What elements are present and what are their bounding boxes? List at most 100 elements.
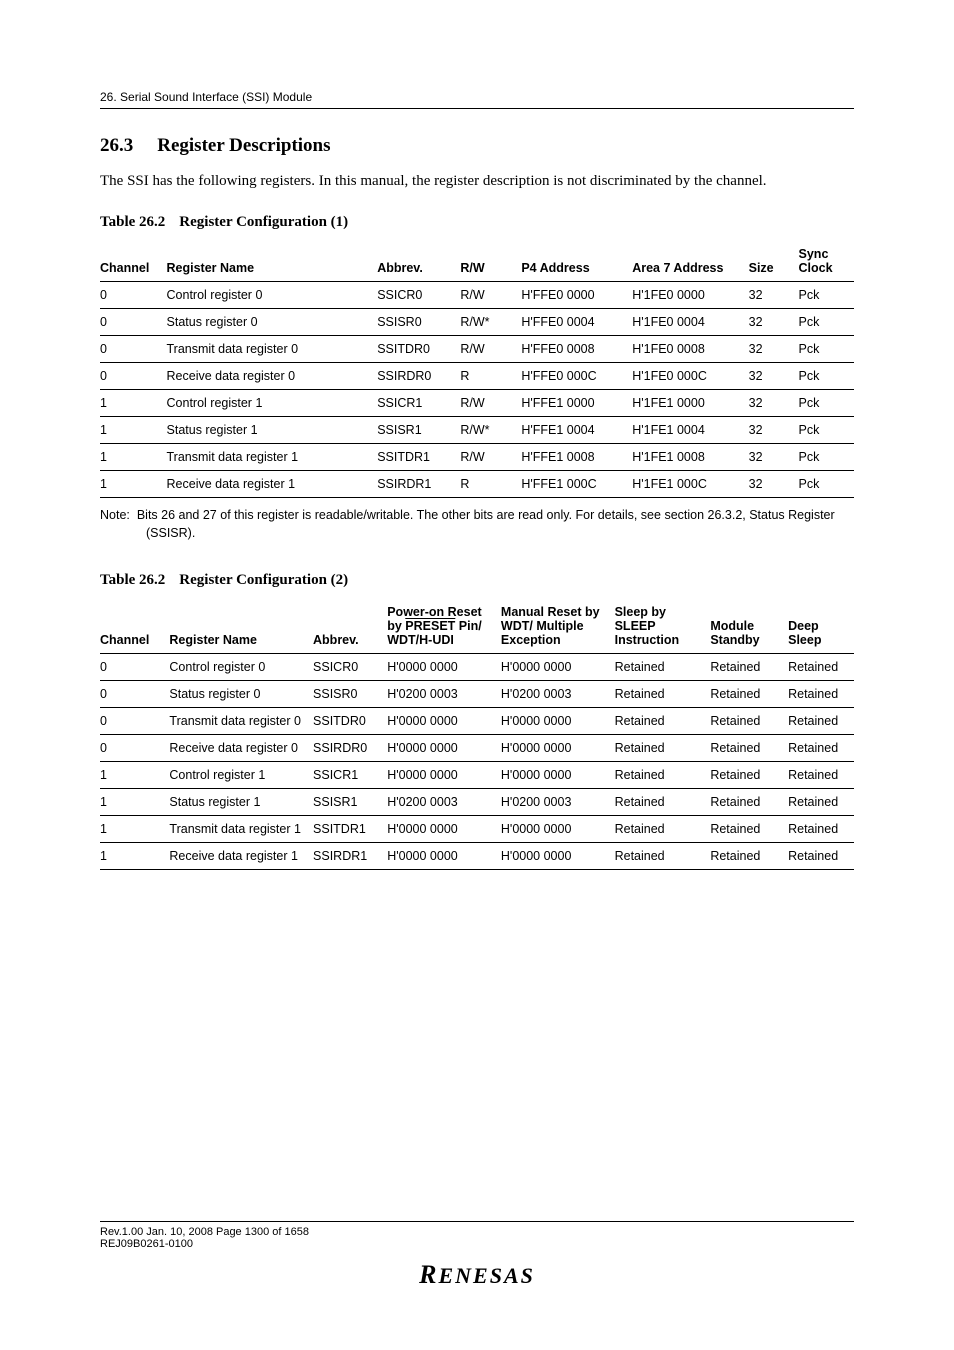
table-cell: H'FFE0 0008 [521, 336, 632, 363]
section-title-text: Register Descriptions [157, 135, 330, 156]
table-cell: Retained [788, 762, 854, 789]
table-cell: H'1FE1 0004 [632, 417, 748, 444]
table-cell: SSICR0 [377, 282, 460, 309]
table-cell: H'1FE1 0008 [632, 444, 748, 471]
table-cell: 0 [100, 309, 167, 336]
table-cell: H'0000 0000 [501, 654, 615, 681]
table-cell: H'0200 0003 [501, 681, 615, 708]
table-cell: SSITDR1 [313, 816, 387, 843]
table-cell: R/W [460, 336, 521, 363]
table-cell: Retained [710, 843, 788, 870]
table-cell: Retained [710, 654, 788, 681]
t1-header-cell: R/W [460, 243, 521, 282]
t1-header-cell: Size [749, 243, 799, 282]
t1-header-cell: Area 7 Address [632, 243, 748, 282]
table-cell: 1 [100, 444, 167, 471]
t2-h-deepsleep: Deep Sleep [788, 601, 854, 654]
table-row: 1Receive data register 1SSIRDR1H'0000 00… [100, 843, 854, 870]
table-cell: H'0200 0003 [387, 681, 501, 708]
table-row: 0Status register 0SSISR0H'0200 0003H'020… [100, 681, 854, 708]
table-cell: H'FFE0 0004 [521, 309, 632, 336]
table-cell: H'0200 0003 [501, 789, 615, 816]
table-cell: H'1FE0 0004 [632, 309, 748, 336]
table-cell: H'0000 0000 [387, 735, 501, 762]
table-cell: Receive data register 0 [169, 735, 313, 762]
table-cell: SSIRDR0 [377, 363, 460, 390]
table2-caption: Table 26.2Register Configuration (2) [100, 572, 854, 589]
table-cell: 0 [100, 363, 167, 390]
table-cell: Retained [615, 681, 711, 708]
table-cell: Retained [788, 843, 854, 870]
table-cell: Receive data register 1 [169, 843, 313, 870]
table-cell: R [460, 363, 521, 390]
footer-line2: REJ09B0261-0100 [100, 1238, 854, 1250]
t1-header-cell: Abbrev. [377, 243, 460, 282]
table-cell: H'0000 0000 [501, 843, 615, 870]
t1-header-cell: Channel [100, 243, 167, 282]
table-cell: SSICR1 [313, 762, 387, 789]
table-cell: Pck [799, 282, 854, 309]
table-row: 0Control register 0SSICR0H'0000 0000H'00… [100, 654, 854, 681]
table-row: 1Transmit data register 1SSITDR1H'0000 0… [100, 816, 854, 843]
table-cell: 1 [100, 417, 167, 444]
table-cell: H'0000 0000 [501, 762, 615, 789]
table-cell: R [460, 471, 521, 498]
table-cell: SSICR1 [377, 390, 460, 417]
table-cell: H'1FE1 000C [632, 471, 748, 498]
register-config-table-2: Channel Register Name Abbrev. Power-on R… [100, 601, 854, 870]
table-cell: Retained [615, 762, 711, 789]
table-cell: 0 [100, 708, 169, 735]
table-cell: H'0000 0000 [387, 708, 501, 735]
table-cell: H'FFE1 0008 [521, 444, 632, 471]
table-cell: 32 [749, 390, 799, 417]
table-cell: SSISR0 [377, 309, 460, 336]
table-cell: Retained [615, 816, 711, 843]
table-cell: 32 [749, 282, 799, 309]
table-cell: Control register 0 [167, 282, 378, 309]
table-cell: H'0000 0000 [501, 735, 615, 762]
table2-caption-rest: Register Configuration (2) [179, 572, 348, 588]
table-cell: Transmit data register 0 [169, 708, 313, 735]
table-cell: SSISR0 [313, 681, 387, 708]
table-cell: Retained [710, 816, 788, 843]
table-cell: 32 [749, 309, 799, 336]
table-row: 0Transmit data register 0SSITDR0H'0000 0… [100, 708, 854, 735]
table-cell: 0 [100, 735, 169, 762]
table-cell: SSIRDR1 [377, 471, 460, 498]
note-label: Note: [100, 508, 130, 522]
table-cell: Control register 0 [169, 654, 313, 681]
table-cell: 1 [100, 762, 169, 789]
table-cell: Retained [710, 789, 788, 816]
table-cell: H'0000 0000 [387, 654, 501, 681]
table-cell: SSIRDR0 [313, 735, 387, 762]
table-cell: H'FFE1 000C [521, 471, 632, 498]
note-text: Bits 26 and 27 of this register is reada… [137, 508, 835, 540]
table-cell: Pck [799, 336, 854, 363]
table-cell: 1 [100, 816, 169, 843]
table-row: 1Receive data register 1SSIRDR1RH'FFE1 0… [100, 471, 854, 498]
t2-h-manualreset: Manual Reset by WDT/ Multiple Exception [501, 601, 615, 654]
table-cell: H'0000 0000 [501, 708, 615, 735]
table-cell: 0 [100, 654, 169, 681]
t2-h-sleep: Sleep by SLEEP Instruction [615, 601, 711, 654]
table-cell: R/W [460, 282, 521, 309]
t2-h-channel: Channel [100, 601, 169, 654]
table-row: 1Status register 1SSISR1R/W*H'FFE1 0004H… [100, 417, 854, 444]
table-row: 1Transmit data register 1SSITDR1R/WH'FFE… [100, 444, 854, 471]
table-cell: Transmit data register 1 [169, 816, 313, 843]
table-cell: 0 [100, 681, 169, 708]
table-cell: Status register 1 [167, 417, 378, 444]
table-cell: Retained [788, 681, 854, 708]
table-cell: Transmit data register 1 [167, 444, 378, 471]
table-cell: 1 [100, 843, 169, 870]
table1-note: Note: Bits 26 and 27 of this register is… [100, 506, 854, 542]
t1-header-cell: Sync Clock [799, 243, 854, 282]
table-cell: H'1FE0 0008 [632, 336, 748, 363]
table-cell: R/W [460, 444, 521, 471]
table-cell: Retained [788, 708, 854, 735]
table-row: 0Control register 0SSICR0R/WH'FFE0 0000H… [100, 282, 854, 309]
table-row: 1Control register 1SSICR1R/WH'FFE1 0000H… [100, 390, 854, 417]
table-cell: Retained [615, 843, 711, 870]
table-cell: H'1FE1 0000 [632, 390, 748, 417]
table-cell: Control register 1 [167, 390, 378, 417]
